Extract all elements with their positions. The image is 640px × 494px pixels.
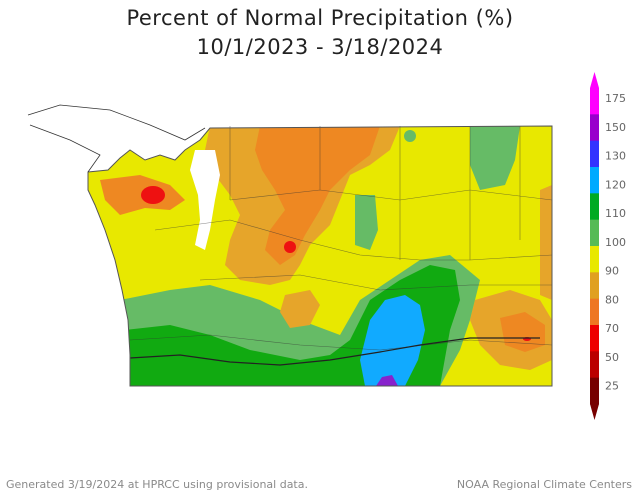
legend-swatch [590, 219, 599, 247]
legend-tick-label: 25 [605, 380, 619, 393]
precip-fill [88, 126, 552, 386]
footer-source: NOAA Regional Climate Centers [456, 478, 632, 491]
county-boundaries [129, 126, 553, 351]
map-subtitle: 10/1/2023 - 3/18/2024 [196, 35, 444, 59]
legend-tick-label: 100 [605, 236, 626, 249]
region-below-normal-sw [280, 290, 320, 328]
region-dry-nw [141, 186, 165, 204]
region-wettest [376, 375, 398, 386]
legend-arrow-top [590, 72, 599, 88]
region-above-normal-ne [470, 126, 520, 190]
legend-swatch [590, 298, 599, 326]
map-title: Percent of Normal Precipitation (%) [126, 6, 514, 30]
region-below-normal-east [540, 185, 552, 300]
legend-arrow-bottom [590, 404, 599, 420]
region-above-normal-spot [404, 130, 416, 142]
legend-swatch [590, 167, 599, 194]
legend-tick-label: 70 [605, 322, 619, 335]
columbia-river [129, 337, 540, 366]
legend-swatch [590, 377, 599, 405]
region-dry-central [284, 241, 296, 253]
legend-swatch [590, 88, 599, 115]
legend-tick-label: 175 [605, 92, 626, 105]
legend-tick-label: 130 [605, 150, 626, 163]
legend-bar [590, 72, 599, 420]
state-outline [87, 125, 553, 387]
legend-swatch [590, 351, 599, 379]
footer-generated: Generated 3/19/2024 at HPRCC using provi… [6, 478, 308, 491]
legend-swatch [590, 325, 599, 352]
legend-tick-label: 150 [605, 121, 626, 134]
region-below-normal [255, 126, 380, 265]
legend-swatch [590, 193, 599, 221]
legend-swatch [590, 140, 599, 168]
legend-tick-label: 120 [605, 178, 626, 191]
legend-swatch [590, 272, 599, 300]
vancouver-island-outline [27, 104, 206, 173]
legend-tick-label: 90 [605, 265, 619, 278]
region-below-normal-se2 [500, 312, 545, 352]
legend-tick-label: 50 [605, 351, 619, 364]
legend-tick-label: 110 [605, 207, 626, 220]
legend-swatch [590, 246, 599, 273]
region-above-normal-central [355, 195, 378, 250]
legend-swatch [590, 114, 599, 142]
legend-ticks: 175 150 130 120 110 100 90 80 70 50 25 [605, 92, 626, 393]
region-wet-high [360, 295, 425, 386]
puget-sound-water [190, 150, 220, 250]
legend-tick-label: 80 [605, 293, 619, 306]
